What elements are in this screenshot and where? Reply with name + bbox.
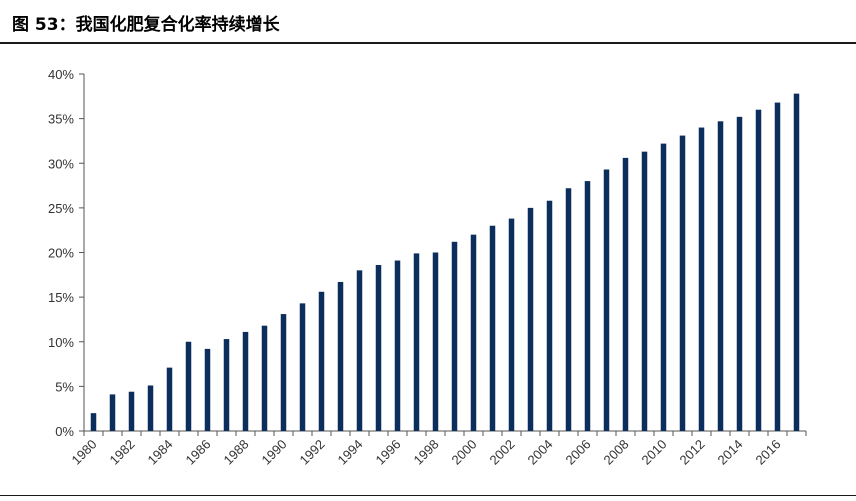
bar-1992 [318,291,325,431]
y-axis: 0% 5% 10% 15% 20% 25% 30% 35% 40% [48,67,85,439]
bar-2005 [565,188,572,431]
x-tick-label: 1988 [221,437,252,468]
x-tick-label: 2006 [563,437,594,468]
x-tick-label: 2004 [525,437,556,468]
x-tick-label: 2016 [753,437,784,468]
bar-1995 [375,264,382,431]
bar-1993 [337,281,344,431]
bar-1990 [280,314,287,431]
bar-1991 [299,303,306,431]
bar-2015 [755,109,762,431]
x-tick-label: 1998 [411,437,442,468]
bar-2009 [641,151,648,431]
x-tick-label: 2010 [639,437,670,468]
bars [90,93,800,432]
y-tick-label: 40% [48,67,74,82]
bar-2007 [603,169,610,431]
bar-1998 [432,252,439,431]
y-tick-label: 10% [48,335,74,350]
bar-2012 [698,127,705,432]
x-tick-label: 2002 [487,437,518,468]
bar-2011 [679,135,686,431]
bar-1980 [90,413,97,431]
bar-2003 [527,207,534,431]
x-tick-label: 1996 [373,437,404,468]
x-tick-label: 1992 [297,437,328,468]
bar-1985 [185,341,192,431]
bar-1982 [128,391,135,431]
x-tick-label: 2000 [449,437,480,468]
title-divider [0,42,856,44]
x-tick-label: 1980 [69,437,100,468]
x-tick-label: 1986 [183,437,214,468]
bar-2016 [774,102,781,431]
bar-1987 [223,339,230,431]
bar-1999 [451,241,458,431]
y-tick-label: 5% [55,379,74,394]
x-axis: 1980 1982 1984 1986 1988 1990 1992 1994 1996 1998… [69,430,807,468]
chart-title: 图 53：我国化肥复合化率持续增长 [12,15,280,35]
x-tick-label: 1994 [335,437,366,468]
bar-2006 [584,181,591,431]
bar-2013 [717,121,724,432]
y-tick-label: 25% [48,201,74,216]
y-tick-label: 15% [48,290,74,305]
bar-2014 [736,116,743,431]
bottom-divider [0,495,856,496]
bar-2017 [793,93,800,431]
y-tick-label: 30% [48,156,74,171]
bar-2001 [489,225,496,431]
x-tick-label: 2012 [677,437,708,468]
bar-1994 [356,270,363,431]
bar-2000 [470,234,477,431]
y-tick-label: 20% [48,246,74,261]
bar-1984 [166,367,173,431]
bar-1996 [394,260,401,431]
bar-1997 [413,253,420,431]
bar-1983 [147,385,154,431]
bar-2002 [508,218,515,431]
x-tick-label: 1984 [145,437,176,468]
x-tick-label: 1982 [107,437,138,468]
bar-2010 [660,143,667,432]
y-tick-label: 35% [48,112,74,127]
x-tick-label: 2014 [715,437,746,468]
bar-1981 [109,394,116,431]
x-tick-label: 1990 [259,437,290,468]
bar-2008 [622,157,629,431]
bar-1989 [261,325,268,431]
bar-1986 [204,348,211,431]
x-tick-label: 2008 [601,437,632,468]
y-tick-label: 0% [55,424,74,439]
bar-2004 [546,200,553,431]
bar-1988 [242,331,249,431]
